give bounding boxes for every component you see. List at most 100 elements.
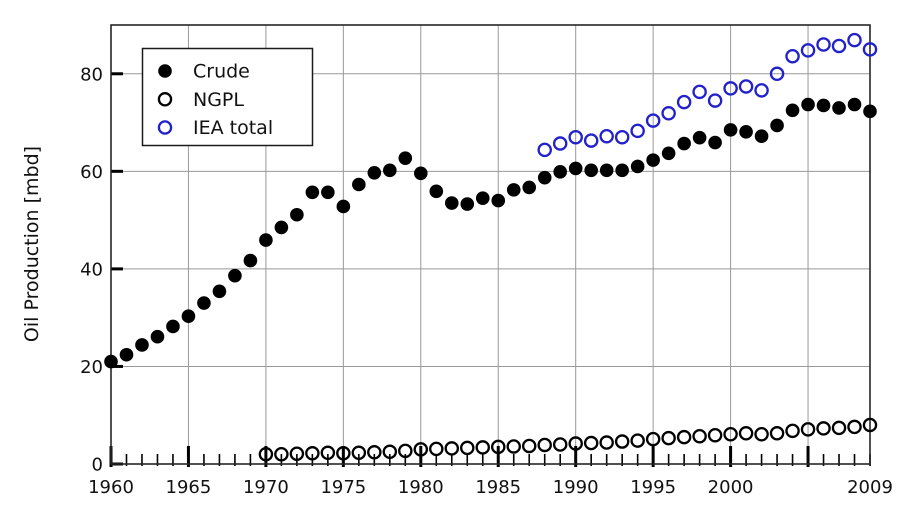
data-point <box>801 97 815 112</box>
data-point <box>614 434 630 449</box>
data-point <box>661 106 676 121</box>
data-point <box>305 185 320 200</box>
data-point <box>661 146 676 161</box>
data-point <box>785 48 800 64</box>
data-point <box>615 163 629 178</box>
data-point <box>708 135 722 150</box>
plot-border <box>110 24 871 465</box>
data-point <box>816 98 831 113</box>
data-point <box>599 128 614 144</box>
data-point <box>490 439 506 455</box>
x-tick-label: 1965 <box>166 477 212 498</box>
data-point <box>832 101 846 115</box>
data-point <box>444 441 460 456</box>
data-point <box>258 446 274 462</box>
data-point <box>491 193 506 208</box>
data-point <box>259 233 273 247</box>
data-point <box>351 445 367 461</box>
data-point <box>521 438 537 454</box>
data-point <box>537 170 552 185</box>
data-point <box>645 431 661 447</box>
data-point <box>831 420 847 436</box>
data-point <box>150 329 165 344</box>
data-point <box>413 166 428 181</box>
data-point <box>475 440 491 455</box>
data-point <box>770 118 784 133</box>
data-point <box>630 433 645 448</box>
data-point <box>135 338 149 352</box>
x-tick-label: 1980 <box>398 477 444 498</box>
data-point <box>847 32 862 48</box>
data-point <box>646 153 660 167</box>
data-point <box>584 163 598 178</box>
y-tick-labels: 0 20 40 60 80 <box>80 64 103 475</box>
data-point <box>816 421 831 436</box>
data-point <box>429 184 444 199</box>
x-tick-label: 1975 <box>320 477 366 498</box>
data-point <box>460 440 475 456</box>
data-point <box>692 428 707 444</box>
data-point <box>816 37 831 52</box>
data-point <box>754 129 769 144</box>
data-point <box>739 125 753 139</box>
legend-marker-open-circle <box>157 120 173 135</box>
data-point <box>413 442 429 457</box>
data-point <box>166 319 180 334</box>
data-point <box>274 220 289 235</box>
legend-marker-filled-circle <box>158 64 172 78</box>
data-point <box>583 435 599 451</box>
data-point <box>568 161 583 176</box>
y-axis-title: Oil Production [mbd] <box>21 146 43 342</box>
data-point <box>382 444 398 460</box>
data-point <box>863 104 877 119</box>
data-point <box>754 83 769 98</box>
data-point <box>862 417 878 433</box>
data-point <box>847 419 862 435</box>
data-point <box>583 133 599 148</box>
data-point <box>862 42 878 57</box>
data-point <box>228 268 242 283</box>
data-point <box>630 159 645 174</box>
data-point <box>614 129 630 145</box>
legend: Crude NGPL IEA total <box>141 47 314 147</box>
data-point <box>321 185 335 200</box>
series-iea-total <box>537 32 878 158</box>
data-point <box>677 136 691 151</box>
data-point <box>723 426 738 442</box>
x-tick-label: 1990 <box>553 477 599 498</box>
data-point <box>723 81 738 96</box>
data-point <box>568 436 583 451</box>
data-point <box>367 445 382 460</box>
data-point <box>290 207 304 222</box>
data-point <box>104 354 118 369</box>
data-point <box>429 441 444 457</box>
data-point <box>754 426 769 442</box>
data-point <box>274 446 289 462</box>
series-ngpl <box>258 417 878 462</box>
data-point <box>352 177 366 192</box>
x-tick-label: 2000 <box>708 477 754 498</box>
data-point <box>475 191 490 205</box>
legend-label: IEA total <box>193 117 273 139</box>
data-point <box>444 196 459 210</box>
legend-entry-iea-total: IEA total <box>157 117 273 139</box>
data-point <box>800 43 816 58</box>
legend-entry-ngpl: NGPL <box>157 89 244 111</box>
series-crude <box>104 97 877 369</box>
data-point <box>738 79 754 94</box>
y-tick-label: 20 <box>80 357 103 378</box>
y-tick-label: 40 <box>80 259 103 280</box>
data-point <box>552 437 568 452</box>
legend-entry-crude: Crude <box>158 61 250 83</box>
x-tick-label: 1960 <box>88 477 134 498</box>
y-tick-label: 80 <box>80 64 103 85</box>
data-point <box>552 136 568 151</box>
data-point <box>630 123 645 139</box>
data-point <box>537 437 552 453</box>
data-point <box>676 429 692 445</box>
data-point <box>707 93 723 108</box>
data-point <box>599 435 614 450</box>
data-point <box>692 84 707 100</box>
data-point <box>785 103 800 118</box>
